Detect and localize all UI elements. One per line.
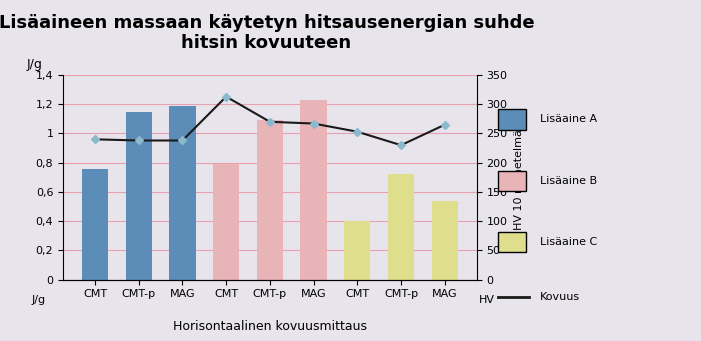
Bar — [125, 112, 152, 280]
Text: Lisäaine B: Lisäaine B — [540, 176, 597, 186]
Text: Lisäaineen massaan käytetyn hitsausenergian suhde
hitsin kovuuteen: Lisäaineen massaan käytetyn hitsausenerg… — [0, 14, 534, 53]
X-axis label: Horisontaalinen kovuusmittaus: Horisontaalinen kovuusmittaus — [173, 320, 367, 333]
Bar — [170, 106, 196, 280]
Bar — [388, 174, 414, 280]
Bar — [257, 120, 283, 280]
Text: Kovuus: Kovuus — [540, 292, 580, 302]
Text: J/g: J/g — [32, 295, 46, 305]
Text: Lisäaine C: Lisäaine C — [540, 237, 597, 247]
Text: HV: HV — [479, 295, 495, 305]
Bar — [432, 201, 458, 280]
Text: Lisäaine A: Lisäaine A — [540, 114, 597, 124]
Y-axis label: J/g: J/g — [26, 58, 42, 71]
Bar — [213, 164, 239, 280]
Y-axis label: HV 10 menetelmä:: HV 10 menetelmä: — [515, 125, 524, 229]
Bar — [301, 100, 327, 280]
Bar — [344, 221, 370, 280]
Bar — [82, 168, 108, 280]
